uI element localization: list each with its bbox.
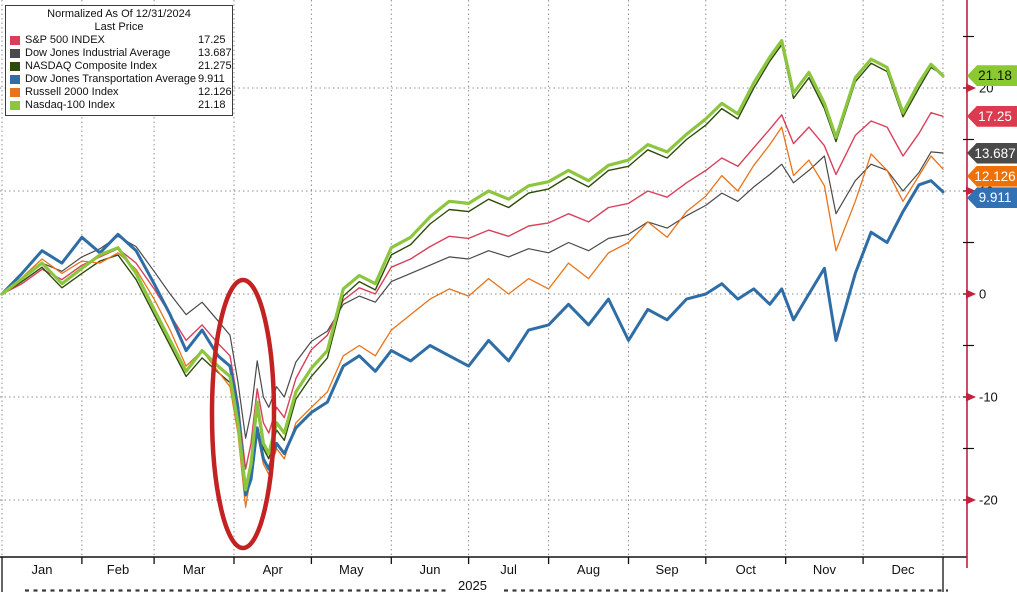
legend-item-label: Dow Jones Industrial Average xyxy=(25,47,171,59)
legend-rows: S&P 500 INDEX 17.25 Dow Jones Industrial A… xyxy=(10,34,232,112)
legend-swatch-icon xyxy=(10,62,20,71)
legend-item-value: 21.18 xyxy=(198,99,226,111)
x-axis-month-label: Jul xyxy=(500,562,517,577)
legend-title: Normalized As Of 12/31/2024 xyxy=(47,8,191,20)
x-axis-month-label: Mar xyxy=(183,562,206,577)
legend-swatch-icon xyxy=(10,75,20,84)
series-line xyxy=(1,44,944,497)
legend-item: Dow Jones Industrial Average 13.687 xyxy=(10,47,232,60)
legend-item: Dow Jones Transportation Average 9.911 xyxy=(10,73,228,86)
legend-item-value: 13.687 xyxy=(198,47,232,59)
x-axis-month-label: Sep xyxy=(656,562,679,577)
x-axis-month-label: May xyxy=(339,562,364,577)
legend-item-value: 12.126 xyxy=(198,86,232,98)
legend-item-label: Russell 2000 Index xyxy=(25,86,119,98)
chart-legend: Normalized As Of 12/31/2024 Last Price S… xyxy=(5,5,233,116)
x-axis-year-label: 2025 xyxy=(458,578,487,593)
price-tag: 12.126 xyxy=(967,165,1017,187)
price-tag: 17.25 xyxy=(967,105,1017,127)
legend-item-label: Dow Jones Transportation Average xyxy=(25,73,197,85)
y-axis-label: -20 xyxy=(979,493,998,508)
x-axis-month-label: Feb xyxy=(107,562,129,577)
legend-swatch-icon xyxy=(10,36,20,45)
legend-item-value: 17.25 xyxy=(198,34,226,46)
x-axis-month-label: Jun xyxy=(420,562,441,577)
series-line xyxy=(1,111,944,470)
legend-item-label: NASDAQ Composite Index xyxy=(25,60,158,72)
legend-item-value: 9.911 xyxy=(198,73,225,85)
series-line xyxy=(1,151,944,439)
x-axis-month-label: Oct xyxy=(736,562,757,577)
x-axis-month-label: Dec xyxy=(891,562,915,577)
legend-item-value: 21.275 xyxy=(198,60,232,72)
legend-item: Nasdaq-100 Index 21.18 xyxy=(10,99,228,112)
series-line xyxy=(0,179,945,497)
legend-swatch-icon xyxy=(10,101,20,110)
series-line xyxy=(0,38,945,492)
x-axis-month-label: Jan xyxy=(32,562,53,577)
y-axis-label: 0 xyxy=(979,287,986,302)
x-axis-month-label: Aug xyxy=(577,562,600,577)
legend-item: Russell 2000 Index 12.126 xyxy=(10,86,232,99)
annotation-ellipse xyxy=(209,277,277,551)
legend-item: S&P 500 INDEX 17.25 xyxy=(10,34,228,47)
legend-item: NASDAQ Composite Index 21.275 xyxy=(10,60,232,73)
y-axis-label: -10 xyxy=(979,390,998,405)
series-line xyxy=(1,126,944,508)
price-tag: 13.687 xyxy=(967,142,1017,164)
legend-subtitle: Last Price xyxy=(94,21,144,33)
legend-swatch-icon xyxy=(10,49,20,58)
price-tag: 9.911 xyxy=(967,187,1017,209)
x-axis-month-label: Apr xyxy=(263,562,284,577)
legend-item-label: Nasdaq-100 Index xyxy=(25,99,115,111)
legend-item-label: S&P 500 INDEX xyxy=(25,34,105,46)
x-axis-month-label: Nov xyxy=(813,562,837,577)
legend-swatch-icon xyxy=(10,88,20,97)
price-tag: 21.18 xyxy=(967,65,1017,87)
